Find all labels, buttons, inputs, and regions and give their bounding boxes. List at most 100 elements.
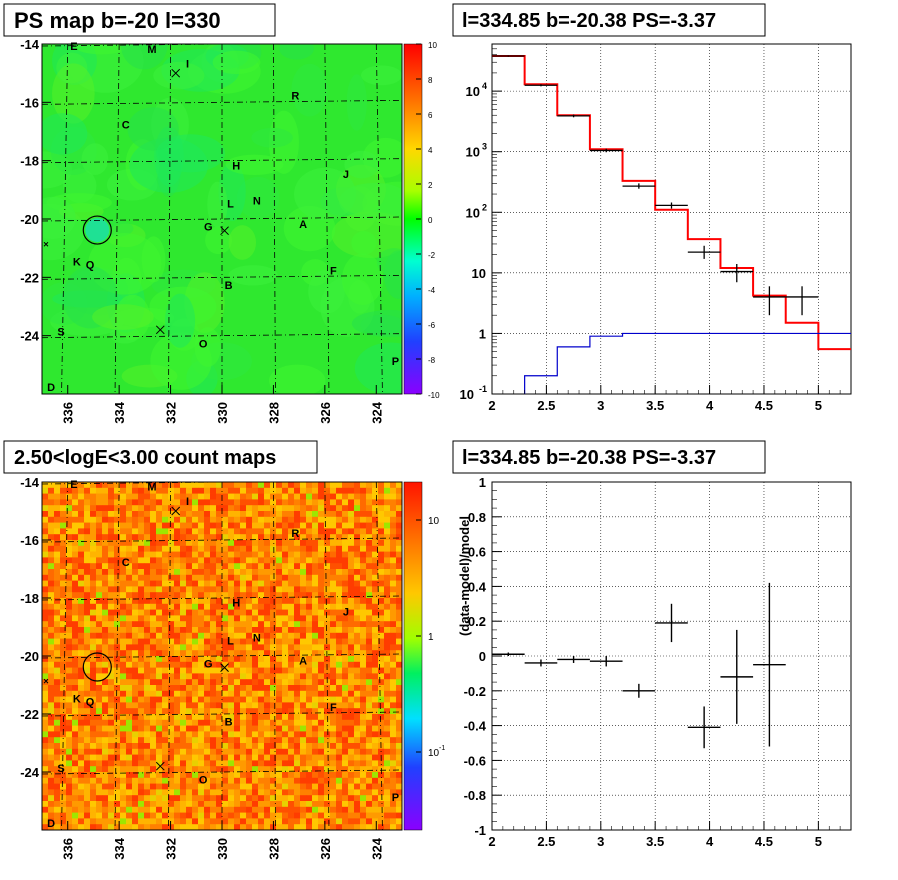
count-map-pixel — [120, 766, 127, 773]
count-map-pixel — [144, 824, 151, 830]
count-map-pixel — [390, 650, 397, 657]
count-map-pixel — [114, 534, 121, 541]
count-map-pixel — [270, 737, 277, 744]
count-map-pixel — [384, 569, 391, 576]
count-map-pixel — [228, 696, 235, 703]
count-map-pixel — [372, 621, 379, 628]
count-map-pixel — [228, 656, 235, 663]
count-map-pixel — [258, 824, 265, 830]
count-map-pixel — [294, 685, 301, 692]
count-map-pixel — [336, 551, 343, 558]
count-map-pixel — [318, 719, 325, 726]
count-map-pixel — [210, 487, 217, 494]
count-map-pixel — [120, 534, 127, 541]
count-map-pixel — [60, 812, 67, 819]
count-map-pixel — [342, 708, 349, 715]
count-map-pixel — [330, 725, 337, 732]
count-map-pixel — [330, 580, 337, 587]
count-map-pixel — [78, 580, 85, 587]
count-map-pixel — [42, 725, 49, 732]
count-map-pixel — [138, 743, 145, 750]
count-map-pixel — [96, 482, 103, 489]
count-map-pixel — [366, 574, 373, 581]
count-map-pixel — [396, 777, 402, 784]
count-map-pixel — [114, 812, 121, 819]
count-map-pixel — [216, 685, 223, 692]
count-map-pixel — [270, 551, 277, 558]
count-map-pixel — [126, 719, 133, 726]
count-map-pixel — [312, 482, 319, 489]
count-map-pixel — [354, 766, 361, 773]
ps-map-cell — [141, 236, 166, 283]
count-map-pixel — [396, 690, 402, 697]
count-map-pixel — [372, 754, 379, 761]
count-map-pixel — [186, 737, 193, 744]
count-map-pixel — [78, 482, 85, 489]
count-map-pixel — [312, 569, 319, 576]
count-map-pixel — [108, 574, 115, 581]
count-map-pixel — [156, 621, 163, 628]
count-map-pixel — [84, 580, 91, 587]
count-map-pixel — [204, 632, 211, 639]
count-map-pixel — [114, 522, 121, 529]
count-map-pixel — [84, 656, 91, 663]
count-map-pixel — [168, 777, 175, 784]
count-map-pixel — [234, 777, 241, 784]
count-map-pixel — [78, 603, 85, 610]
ps-map-source-label-B: B — [225, 280, 233, 292]
count-map-pixel — [330, 586, 337, 593]
count-map-pixel — [342, 766, 349, 773]
count-map-pixel — [324, 522, 331, 529]
count-map-pixel — [186, 708, 193, 715]
count-map-pixel — [72, 824, 79, 830]
count-map-pixel — [48, 638, 55, 645]
count-map-pixel — [234, 685, 241, 692]
count-map-pixel — [96, 592, 103, 599]
count-map-pixel — [366, 569, 373, 576]
count-map-pixel — [192, 522, 199, 529]
count-map-pixel — [132, 627, 139, 634]
count-map-pixel — [96, 499, 103, 506]
count-map-pixel — [228, 743, 235, 750]
count-map-pixel — [336, 777, 343, 784]
count-map-pixel — [294, 540, 301, 547]
count-map-pixel — [192, 812, 199, 819]
ps-map-cell — [268, 364, 326, 394]
count-map-pixel — [324, 580, 331, 587]
count-map-pixel — [102, 603, 109, 610]
count-map-pixel — [60, 766, 67, 773]
count-map-pixel — [198, 743, 205, 750]
count-map-pixel — [168, 569, 175, 576]
count-map-pixel — [378, 772, 385, 779]
count-map-pixel — [330, 557, 337, 564]
count-map-pixel — [282, 812, 289, 819]
count-map-pixel — [246, 650, 253, 657]
count-map-pixel — [186, 673, 193, 680]
count-map-pixel — [276, 540, 283, 547]
count-map-pixel — [132, 499, 139, 506]
count-map-source-label-S: S — [57, 763, 64, 775]
count-map-pixel — [318, 673, 325, 680]
count-map-pixel — [330, 719, 337, 726]
count-map-pixel — [390, 621, 397, 628]
count-map-pixel — [198, 754, 205, 761]
count-map-pixel — [336, 725, 343, 732]
count-map-pixel — [78, 783, 85, 790]
count-map-pixel — [246, 563, 253, 570]
count-map-pixel — [360, 569, 367, 576]
count-map-pixel — [348, 737, 355, 744]
count-map-pixel — [204, 673, 211, 680]
count-map-pixel — [240, 603, 247, 610]
count-map-pixel — [60, 661, 67, 668]
count-map-pixel — [210, 621, 217, 628]
count-map-pixel — [318, 598, 325, 605]
count-map-pixel — [360, 795, 367, 802]
count-map-pixel — [276, 615, 283, 622]
count-map-pixel — [222, 725, 229, 732]
count-map-pixel — [378, 801, 385, 808]
count-map-pixel — [72, 708, 79, 715]
count-map-pixel — [84, 690, 91, 697]
count-map-pixel — [162, 557, 169, 564]
count-map-pixel — [54, 592, 61, 599]
count-map-pixel — [66, 737, 73, 744]
